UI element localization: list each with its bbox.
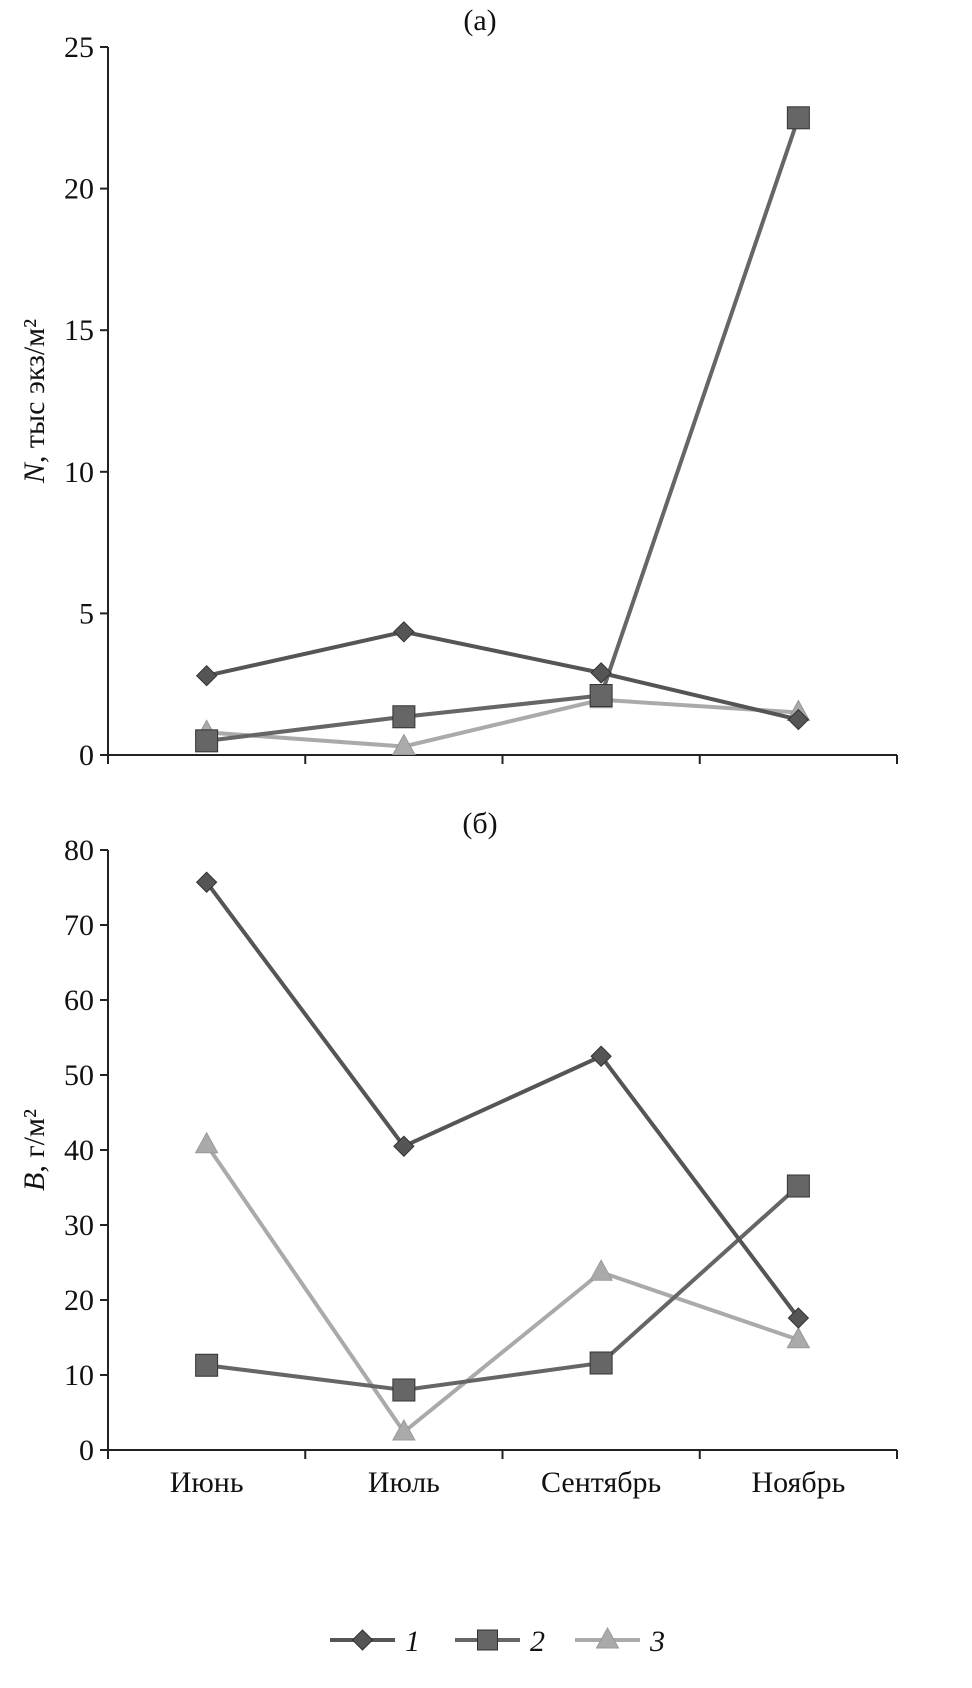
- triangle-marker: [392, 733, 416, 756]
- legend-label: 2: [530, 1625, 545, 1658]
- series-line: [206, 117, 801, 743]
- y-tick-label: 30: [64, 1209, 94, 1242]
- series-line: [205, 881, 800, 1320]
- y-tick-label: 20: [64, 173, 94, 206]
- square-marker: [392, 1378, 416, 1402]
- square-marker: [195, 1353, 219, 1377]
- square-marker: [392, 705, 416, 729]
- diamond-marker: [590, 662, 612, 684]
- square-marker: [786, 106, 810, 130]
- square-marker: [477, 1629, 498, 1651]
- y-axis-label-unit: , тыс экз/м²: [18, 319, 51, 463]
- y-tick-label: 60: [64, 984, 94, 1017]
- series-2: [195, 1174, 810, 1402]
- diamond-marker: [195, 664, 218, 687]
- series-line: [206, 697, 799, 749]
- series-line: [206, 629, 799, 722]
- y-axis-label: B, г/м²: [18, 1109, 51, 1191]
- y-tick-label: 70: [64, 909, 94, 942]
- diamond-marker: [787, 1307, 810, 1329]
- triangle-marker: [392, 1418, 416, 1441]
- series-3: [194, 686, 811, 756]
- y-tick-label: 10: [64, 1359, 94, 1392]
- panel-a: 0 5 10 15 20 25 (а) N, тыс экз/м²: [18, 4, 898, 772]
- y-tick-label: 15: [64, 314, 94, 347]
- panel-title: (б): [462, 807, 497, 840]
- square-marker: [589, 684, 613, 708]
- diamond-marker: [351, 1629, 374, 1651]
- y-tick-label: 50: [64, 1059, 94, 1092]
- y-tick-label: 20: [64, 1284, 94, 1317]
- square-marker: [195, 729, 219, 753]
- legend-label: 3: [649, 1625, 665, 1658]
- diamond-marker: [195, 871, 218, 893]
- x-tick-label: Сентябрь: [541, 1466, 661, 1499]
- series-2: [195, 106, 810, 753]
- y-axis-label-unit: , г/м²: [18, 1109, 51, 1173]
- panel-title: (а): [463, 4, 496, 37]
- y-tick-label: 40: [64, 1134, 94, 1167]
- legend-item-1: 1: [330, 1625, 420, 1658]
- legend-item-3: 3: [575, 1625, 665, 1658]
- square-marker: [589, 1351, 613, 1375]
- series-1: [195, 871, 810, 1329]
- triangle-marker: [786, 1326, 811, 1349]
- diamond-marker: [787, 708, 810, 731]
- y-tick-label: 5: [79, 597, 94, 630]
- panel-b: 0 10 20 30 40 50 60 70 80 (б) B, г/м² Июнь Июль Сентя…: [18, 807, 898, 1499]
- triangle-marker: [595, 1626, 620, 1649]
- diamond-marker: [393, 1135, 415, 1157]
- triangle-marker: [589, 1259, 613, 1281]
- legend-label: 1: [405, 1625, 420, 1658]
- triangle-marker: [194, 1131, 219, 1154]
- x-tick-label: Июнь: [170, 1466, 244, 1499]
- x-tick-label: Июль: [368, 1466, 440, 1499]
- series-line: [206, 1184, 800, 1393]
- legend-item-2: 2: [455, 1625, 545, 1658]
- y-tick-label: 10: [64, 456, 94, 489]
- series-3: [194, 1131, 811, 1441]
- y-axis-label: N, тыс экз/м²: [18, 319, 51, 484]
- y-tick-label: 0: [79, 1434, 94, 1467]
- legend: 1 2 3: [330, 1625, 665, 1658]
- series-1: [195, 621, 810, 731]
- x-tick-label: Ноябрь: [751, 1466, 845, 1499]
- y-tick-label: 0: [79, 739, 94, 772]
- diamond-marker: [393, 621, 415, 643]
- series-line: [204, 1143, 800, 1435]
- y-tick-label: 25: [64, 31, 94, 64]
- y-axis-label-variable: B: [18, 1173, 51, 1191]
- square-marker: [786, 1174, 810, 1198]
- diamond-marker: [590, 1045, 612, 1067]
- y-axis-label-variable: N: [18, 461, 51, 484]
- y-tick-label: 80: [64, 834, 94, 867]
